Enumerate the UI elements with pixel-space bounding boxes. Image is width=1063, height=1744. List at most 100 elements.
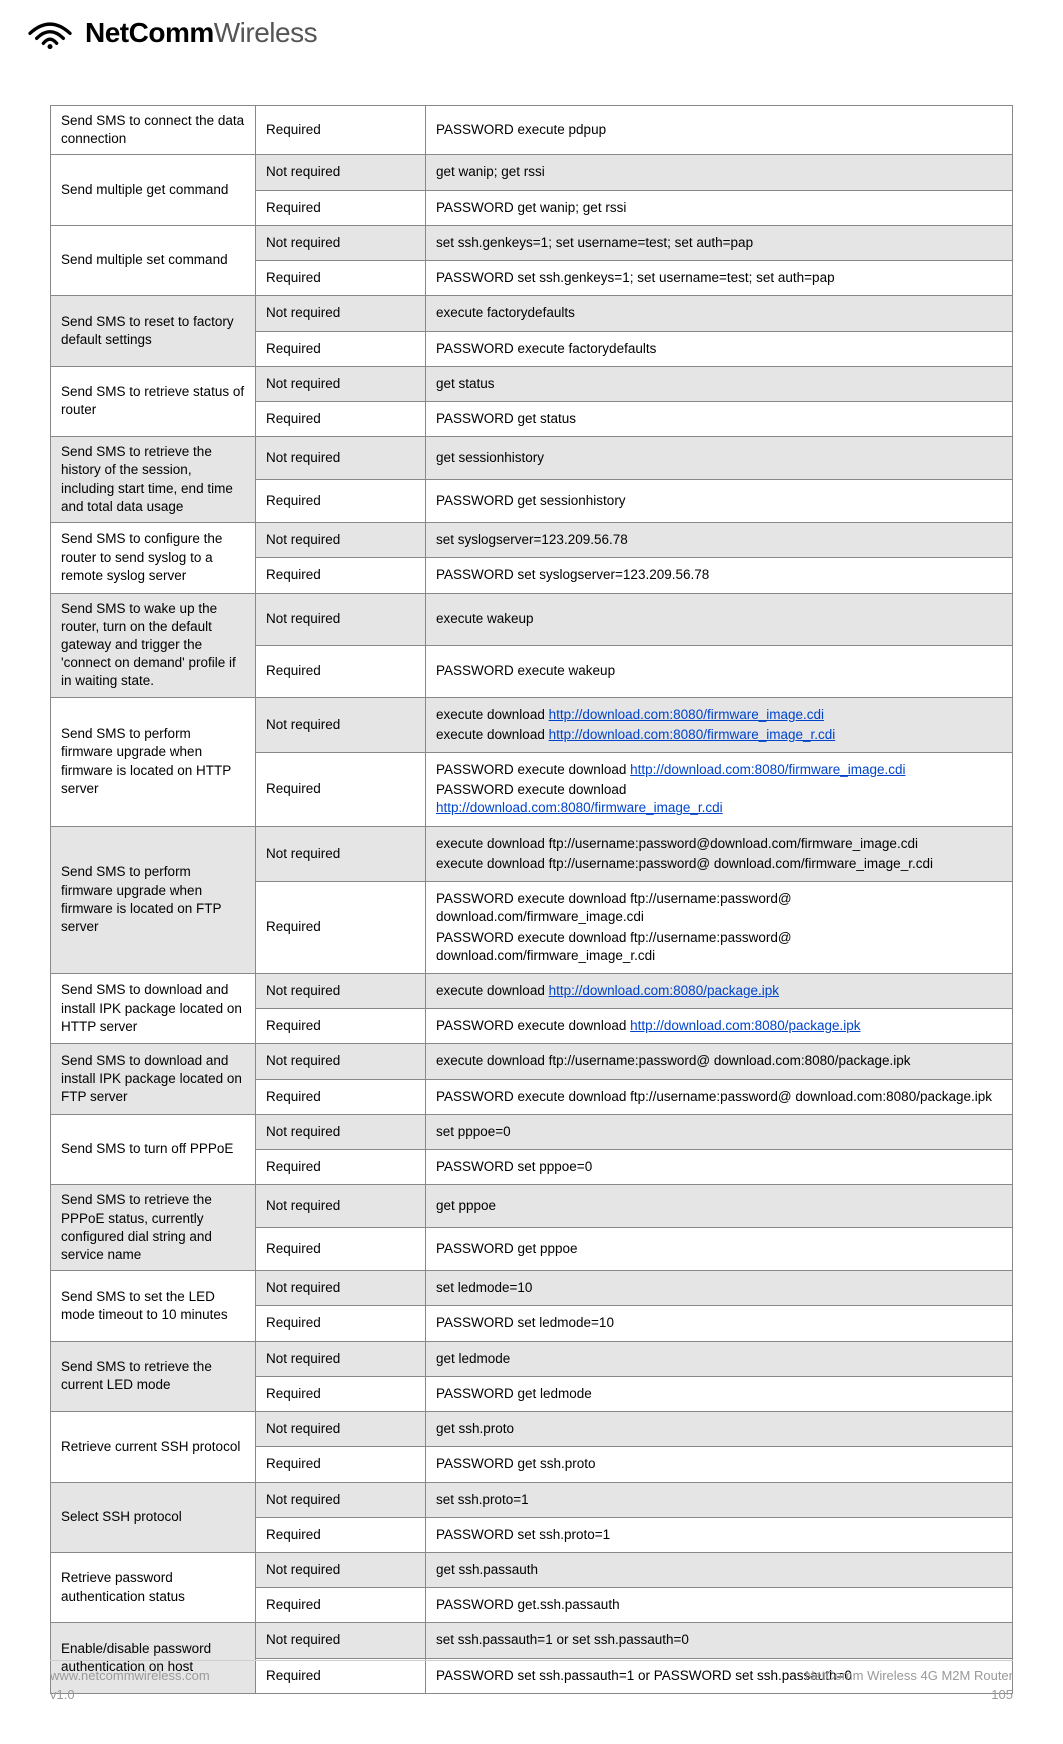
table-cell-command: PASSWORD get sessionhistory: [426, 480, 1013, 523]
table-cell-required: Required: [256, 480, 426, 523]
table-cell-description: Send SMS to download and install IPK pac…: [51, 1044, 256, 1114]
table-cell-command: PASSWORD execute download ftp://username…: [426, 1079, 1013, 1114]
table-cell-description: Send SMS to reset to factory default set…: [51, 296, 256, 366]
table-row: Retrieve current SSH protocolNot require…: [51, 1412, 1013, 1447]
table-cell-required: Required: [256, 261, 426, 296]
table-row: Select SSH protocolNot requiredset ssh.p…: [51, 1482, 1013, 1517]
table-row: Send SMS to set the LED mode timeout to …: [51, 1271, 1013, 1306]
table-cell-description: Send multiple set command: [51, 225, 256, 295]
table-cell-description: Retrieve current SSH protocol: [51, 1412, 256, 1482]
sms-commands-table: Send SMS to connect the data connectionR…: [50, 105, 1013, 1694]
table-cell-required: Required: [256, 106, 426, 155]
table-cell-required: Not required: [256, 225, 426, 260]
table-cell-command: execute download ftp://username:password…: [426, 1044, 1013, 1079]
brand-light: Wireless: [214, 17, 317, 48]
table-row: Send SMS to retrieve status of routerNot…: [51, 366, 1013, 401]
table-cell-command: PASSWORD get.ssh.passauth: [426, 1588, 1013, 1623]
table-row: Enable/disable password authentication o…: [51, 1623, 1013, 1658]
table-cell-required: Not required: [256, 437, 426, 480]
table-cell-required: Required: [256, 1009, 426, 1044]
table-cell-required: Not required: [256, 523, 426, 558]
table-cell-required: Required: [256, 1376, 426, 1411]
wifi-icon: [25, 10, 75, 55]
table-cell-command: PASSWORD get ssh.proto: [426, 1447, 1013, 1482]
table-cell-command: execute download http://download.com:808…: [426, 974, 1013, 1009]
table-cell-required: Required: [256, 1588, 426, 1623]
table-cell-command: PASSWORD execute factorydefaults: [426, 331, 1013, 366]
table-row: Send SMS to download and install IPK pac…: [51, 1044, 1013, 1079]
table-cell-command: PASSWORD execute download http://downloa…: [426, 753, 1013, 827]
brand-text: NetCommWireless: [85, 17, 317, 49]
table-cell-required: Not required: [256, 1341, 426, 1376]
table-row: Send SMS to turn off PPPoENot requiredse…: [51, 1114, 1013, 1149]
table-cell-command: PASSWORD set ledmode=10: [426, 1306, 1013, 1341]
table-cell-command: execute wakeup: [426, 593, 1013, 645]
table-cell-command: PASSWORD set syslogserver=123.209.56.78: [426, 558, 1013, 593]
table-cell-command: get pppoe: [426, 1185, 1013, 1228]
table-cell-required: Not required: [256, 1271, 426, 1306]
footer-version: v1.0: [50, 1686, 210, 1704]
table-cell-description: Send SMS to turn off PPPoE: [51, 1114, 256, 1184]
table-cell-command: PASSWORD set ssh.genkeys=1; set username…: [426, 261, 1013, 296]
table-cell-description: Retrieve password authentication status: [51, 1552, 256, 1622]
table-cell-command: PASSWORD get pppoe: [426, 1228, 1013, 1271]
table-cell-required: Not required: [256, 697, 426, 752]
table-cell-required: Required: [256, 331, 426, 366]
table-row: Send multiple get commandNot requiredget…: [51, 155, 1013, 190]
table-cell-command: PASSWORD execute download http://downloa…: [426, 1009, 1013, 1044]
table-cell-required: Required: [256, 1150, 426, 1185]
table-row: Send SMS to connect the data connectionR…: [51, 106, 1013, 155]
table-cell-command: get ssh.passauth: [426, 1552, 1013, 1587]
table-cell-command: set pppoe=0: [426, 1114, 1013, 1149]
table-cell-required: Required: [256, 1306, 426, 1341]
table-cell-required: Not required: [256, 1552, 426, 1587]
table-cell-required: Required: [256, 190, 426, 225]
hyperlink[interactable]: http://download.com:8080/firmware_image.…: [630, 762, 905, 777]
table-cell-command: execute download ftp://username:password…: [426, 826, 1013, 881]
table-cell-command: execute factorydefaults: [426, 296, 1013, 331]
table-cell-description: Send SMS to set the LED mode timeout to …: [51, 1271, 256, 1341]
table-cell-command: get wanip; get rssi: [426, 155, 1013, 190]
footer-page: 105: [805, 1686, 1013, 1704]
table-cell-command: set syslogserver=123.209.56.78: [426, 523, 1013, 558]
table-cell-command: set ssh.passauth=1 or set ssh.passauth=0: [426, 1623, 1013, 1658]
table-cell-command: PASSWORD execute download ftp://username…: [426, 882, 1013, 974]
table-cell-description: Send SMS to download and install IPK pac…: [51, 974, 256, 1044]
table-cell-command: PASSWORD get wanip; get rssi: [426, 190, 1013, 225]
table-cell-required: Not required: [256, 1114, 426, 1149]
table-cell-required: Required: [256, 1447, 426, 1482]
hyperlink[interactable]: http://download.com:8080/package.ipk: [630, 1018, 860, 1033]
table-row: Retrieve password authentication statusN…: [51, 1552, 1013, 1587]
table-cell-required: Required: [256, 753, 426, 827]
table-cell-command: execute download http://download.com:808…: [426, 697, 1013, 752]
table-cell-required: Not required: [256, 593, 426, 645]
hyperlink[interactable]: http://download.com:8080/firmware_image.…: [549, 707, 824, 722]
table-cell-required: Required: [256, 401, 426, 436]
table-cell-description: Send SMS to retrieve the history of the …: [51, 437, 256, 523]
table-cell-description: Send SMS to connect the data connection: [51, 106, 256, 155]
table-cell-command: PASSWORD execute wakeup: [426, 645, 1013, 697]
table-cell-command: get sessionhistory: [426, 437, 1013, 480]
brand-bold: NetComm: [85, 17, 214, 48]
table-cell-required: Required: [256, 1228, 426, 1271]
table-cell-required: Not required: [256, 1185, 426, 1228]
table-cell-required: Not required: [256, 974, 426, 1009]
table-cell-description: Select SSH protocol: [51, 1482, 256, 1552]
footer-product: NetComm Wireless 4G M2M Router: [805, 1667, 1013, 1685]
table-cell-description: Send SMS to retrieve the PPPoE status, c…: [51, 1185, 256, 1271]
table-cell-command: get status: [426, 366, 1013, 401]
hyperlink[interactable]: http://download.com:8080/package.ipk: [549, 983, 779, 998]
hyperlink[interactable]: http://download.com:8080/firmware_image_…: [436, 800, 723, 815]
table-row: Send SMS to perform firmware upgrade whe…: [51, 826, 1013, 881]
table-row: Send SMS to download and install IPK pac…: [51, 974, 1013, 1009]
table-cell-required: Required: [256, 558, 426, 593]
table-row: Send SMS to configure the router to send…: [51, 523, 1013, 558]
hyperlink[interactable]: http://download.com:8080/firmware_image_…: [549, 727, 836, 742]
table-row: Send SMS to perform firmware upgrade whe…: [51, 697, 1013, 752]
table-cell-required: Required: [256, 645, 426, 697]
table-cell-command: set ssh.genkeys=1; set username=test; se…: [426, 225, 1013, 260]
table-cell-command: set ssh.proto=1: [426, 1482, 1013, 1517]
table-cell-command: set ledmode=10: [426, 1271, 1013, 1306]
table-cell-description: Send multiple get command: [51, 155, 256, 225]
table-row: Send SMS to retrieve the history of the …: [51, 437, 1013, 480]
